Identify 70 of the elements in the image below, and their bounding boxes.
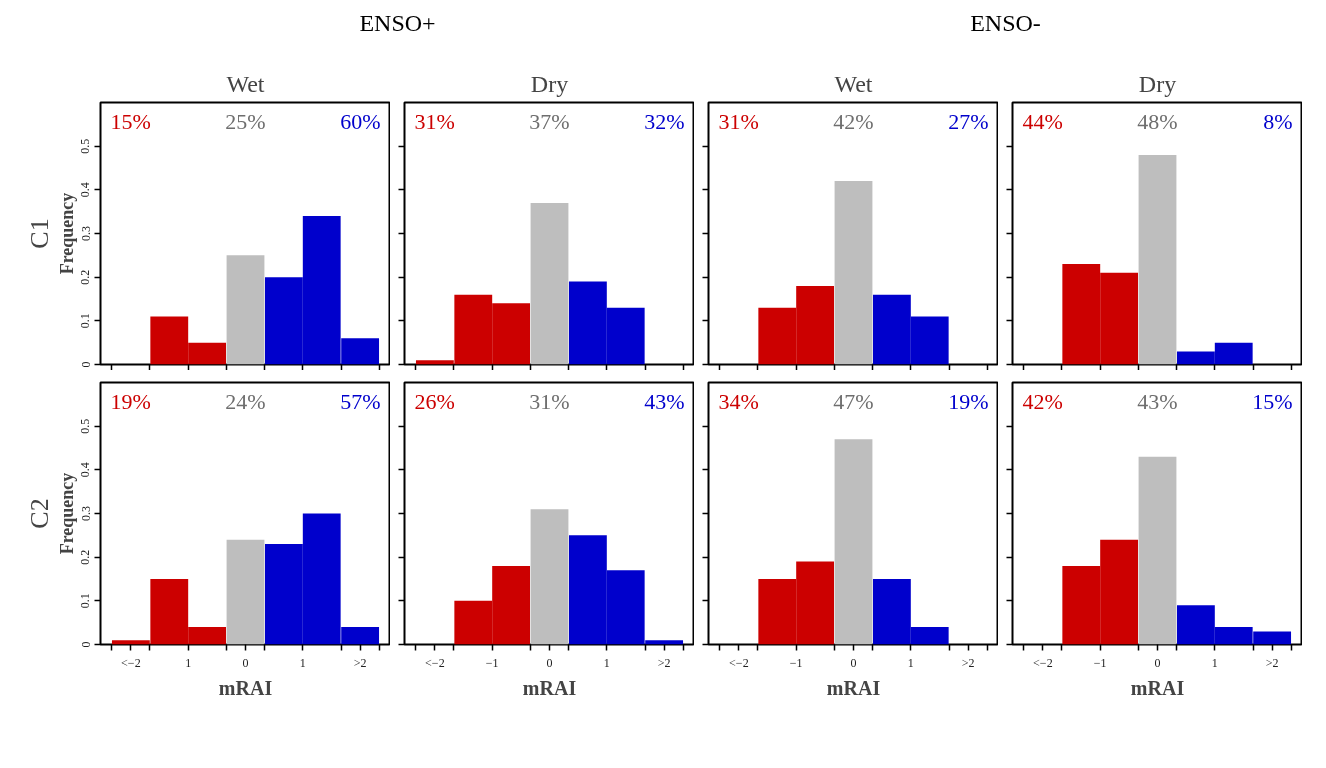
- chart-title: ENSO+: [359, 9, 436, 36]
- annotation: 15%: [1252, 388, 1293, 414]
- annotation: 31%: [529, 388, 570, 414]
- x-tick-label: >2: [961, 655, 975, 670]
- x-tick-label: <−2: [121, 655, 141, 670]
- y-tick-label: 0.5: [78, 418, 93, 434]
- annotation: 57%: [340, 388, 381, 414]
- annotation: 37%: [529, 108, 570, 134]
- annotation: 43%: [644, 388, 685, 414]
- annotation: 47%: [833, 388, 874, 414]
- x-tick-label: 1: [299, 655, 306, 670]
- y-axis-title: Frequency: [56, 192, 77, 275]
- x-tick-label: 1: [907, 655, 914, 670]
- text: C1: [24, 218, 54, 249]
- chart-subtitle: Dry: [1138, 70, 1177, 97]
- x-tick-label: >2: [657, 655, 671, 670]
- annotation: 27%: [948, 108, 989, 134]
- annotation: 8%: [1263, 108, 1293, 134]
- annotation: 19%: [948, 388, 989, 414]
- y-tick-label: 0.2: [78, 269, 93, 285]
- y-tick-label: 0.3: [78, 506, 93, 521]
- y-axis-title: Frequency: [56, 472, 77, 555]
- annotation: 60%: [340, 108, 381, 134]
- annotation: 34%: [718, 388, 759, 414]
- annotation: 31%: [718, 108, 759, 134]
- y-tick-label: 0.1: [78, 593, 93, 609]
- annotation: 25%: [225, 108, 266, 134]
- y-tick-label: 0.2: [78, 549, 93, 565]
- x-tick-label: <−2: [425, 655, 445, 670]
- x-axis-title: mRAI: [826, 676, 881, 699]
- x-tick-label: 1: [603, 655, 610, 670]
- annotation: 43%: [1137, 388, 1178, 414]
- y-tick-label: 0.3: [78, 226, 93, 241]
- chart-subtitle: Dry: [530, 70, 569, 97]
- x-axis-title: mRAI: [218, 676, 273, 699]
- annotation: 15%: [110, 108, 151, 134]
- y-tick-label: 0: [78, 361, 93, 368]
- annotation: 44%: [1022, 108, 1063, 134]
- y-tick-label: 0: [78, 641, 93, 648]
- annotation: 24%: [225, 388, 266, 414]
- x-tick-label: −1: [485, 655, 499, 670]
- x-tick-label: 0: [546, 655, 553, 670]
- x-tick-label: >2: [353, 655, 367, 670]
- x-tick-label: 0: [850, 655, 857, 670]
- x-tick-label: 0: [1154, 655, 1161, 670]
- x-tick-label: 0: [242, 655, 249, 670]
- text: C2: [24, 498, 54, 529]
- y-tick-label: 0.4: [78, 182, 93, 198]
- chart-subtitle: Wet: [226, 70, 265, 97]
- x-tick-label: −1: [789, 655, 803, 670]
- x-tick-label: 1: [185, 655, 192, 670]
- x-tick-label: 1: [1211, 655, 1218, 670]
- annotation: 19%: [110, 388, 151, 414]
- x-tick-label: <−2: [1033, 655, 1053, 670]
- x-tick-label: −1: [1093, 655, 1107, 670]
- x-tick-label: >2: [1265, 655, 1279, 670]
- y-tick-label: 0.1: [78, 313, 93, 329]
- y-tick-label: 0.5: [78, 138, 93, 154]
- annotation: 48%: [1137, 108, 1178, 134]
- annotation: 42%: [1022, 388, 1063, 414]
- annotation: 26%: [414, 388, 455, 414]
- annotation: 42%: [833, 108, 874, 134]
- chart-title: ENSO-: [970, 9, 1041, 36]
- y-tick-label: 0.4: [78, 462, 93, 478]
- annotation: 32%: [644, 108, 685, 134]
- x-axis-title: mRAI: [522, 676, 577, 699]
- annotation: 31%: [414, 108, 455, 134]
- x-tick-label: <−2: [729, 655, 749, 670]
- chart-subtitle: Wet: [834, 70, 873, 97]
- x-axis-title: mRAI: [1130, 676, 1185, 699]
